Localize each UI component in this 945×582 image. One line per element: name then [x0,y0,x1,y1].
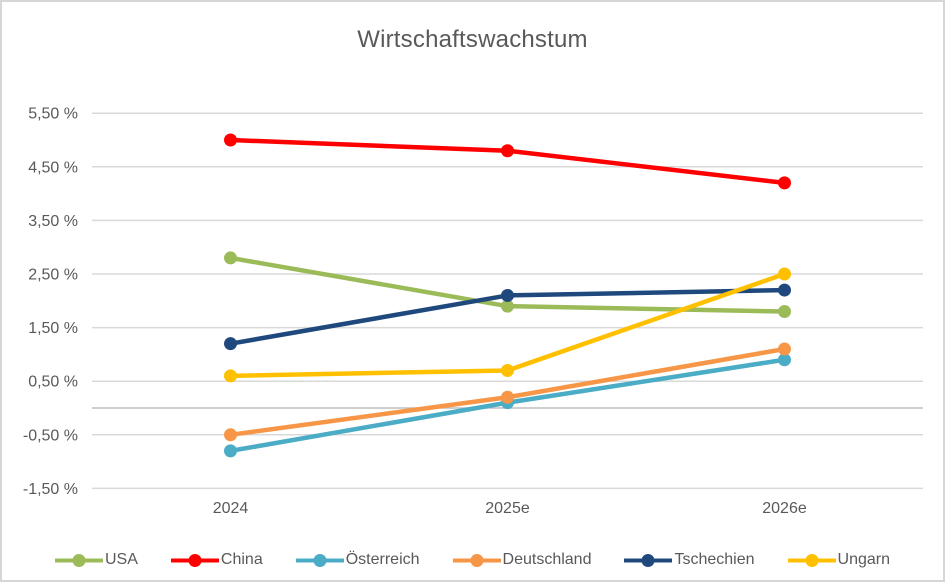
y-axis-label: 3,50 % [28,213,78,230]
data-point-china-2024 [224,133,237,147]
legend-item-china: China [170,551,263,569]
data-point-usa-2025e [501,299,514,313]
data-point-deutschland-2025e [501,390,514,404]
data-point-deutschland-2026e [778,342,791,356]
legend-item-usa: USA [55,551,138,569]
legend-label: Ungarn [837,551,890,568]
y-axis-label: -0,50 % [23,427,78,444]
legend-marker-icon [624,553,673,567]
data-point-china-2026e [778,176,791,190]
data-point-deutschland-2024 [224,428,237,442]
data-point-china-2025e [501,144,514,158]
legend-item-österreich: Österreich [295,551,420,569]
legend-marker-icon [170,553,219,567]
data-point-österreich-2024 [224,444,237,458]
legend-marker-icon [787,553,836,567]
data-point-ungarn-2026e [778,267,791,281]
chart-title: Wirtschaftswachstum [357,26,588,53]
legend-item-ungarn: Ungarn [787,551,890,569]
legend-item-deutschland: Deutschland [452,551,592,569]
legend-label: Tschechien [674,551,755,568]
data-point-tschechien-2026e [778,283,791,297]
data-point-ungarn-2025e [501,363,514,377]
legend-label: Österreich [345,551,420,568]
data-point-tschechien-2024 [224,337,237,351]
y-axis-label: -1,50 % [23,481,78,498]
y-axis-label: 0,50 % [28,374,78,391]
legend-marker-icon [452,553,501,567]
legend-label: USA [105,551,138,568]
data-point-tschechien-2025e [501,288,514,302]
data-point-usa-2024 [224,251,237,265]
y-axis-label: 4,50 % [28,159,78,176]
legend-label: China [220,551,263,568]
data-point-ungarn-2024 [224,369,237,383]
data-point-usa-2026e [778,305,791,319]
legend: USA China Österreich Deutschland Tschechien U… [2,551,943,569]
legend-label: Deutschland [502,551,592,568]
y-axis-label: 5,50 % [28,106,78,123]
legend-marker-icon [295,553,344,567]
data-point-österreich-2026e [778,353,791,367]
x-axis-label: 2024 [213,500,249,517]
x-axis-label: 2026e [762,500,807,517]
x-axis-label: 2025e [485,500,530,517]
legend-item-tschechien: Tschechien [624,551,755,569]
y-axis-label: 2,50 % [28,267,78,284]
legend-marker-icon [55,553,103,567]
y-axis-label: 1,50 % [28,320,78,337]
